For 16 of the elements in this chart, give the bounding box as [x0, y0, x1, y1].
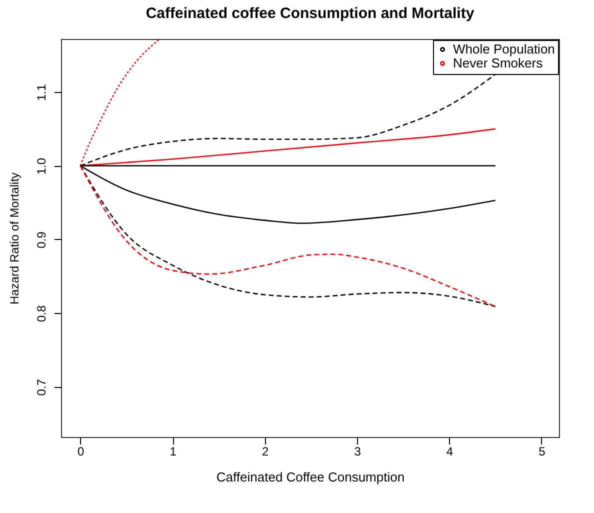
x-tick-label: 5 [538, 444, 546, 458]
x-tick-label: 1 [170, 444, 177, 458]
x-tick-label: 0 [78, 444, 85, 458]
x-axis-title: Caffeinated Coffee Consumption [216, 470, 405, 484]
legend-label: Whole Population [453, 42, 555, 56]
y-tick-label: 1.0 [34, 158, 48, 175]
legend-label: Never Smokers [453, 56, 544, 70]
y-tick-label: 0.7 [34, 378, 48, 396]
chart-title: Caffeinated coffee Consumption and Mortality [146, 5, 475, 22]
y-tick-label: 1.1 [34, 84, 48, 101]
y-tick-label: 0.9 [34, 231, 48, 248]
x-tick-label: 2 [262, 444, 269, 458]
y-axis-title: Hazard Ratio of Mortality [8, 172, 22, 305]
x-tick-label: 3 [354, 444, 362, 458]
y-tick-label: 0.8 [34, 305, 48, 322]
x-tick-label: 4 [446, 444, 454, 458]
